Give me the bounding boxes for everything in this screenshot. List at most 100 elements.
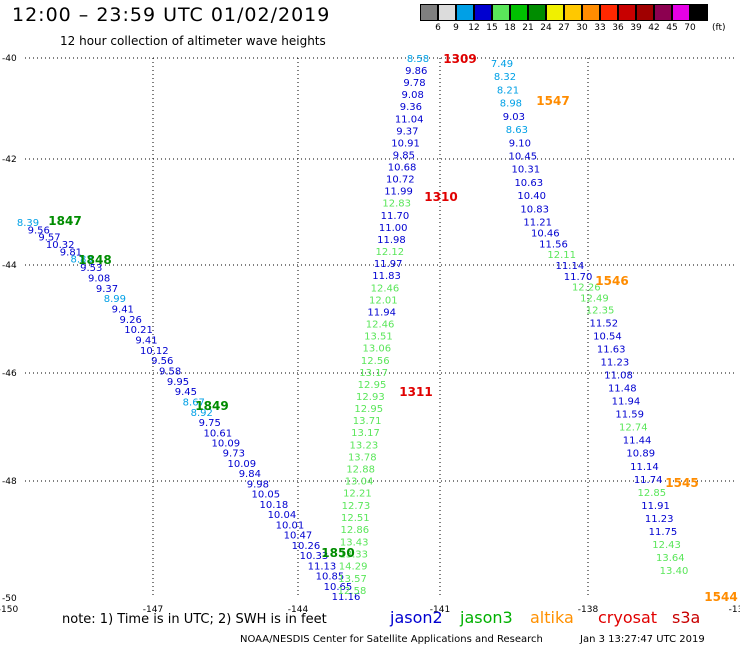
wave-height-label: 9.37 xyxy=(396,126,418,137)
wave-height-label: 11.83 xyxy=(372,271,401,282)
generation-timestamp: Jan 3 13:27:47 UTC 2019 xyxy=(580,634,705,645)
scale-swatch xyxy=(618,4,636,21)
wave-height-label: 9.95 xyxy=(167,377,189,388)
wave-height-label: 9.45 xyxy=(175,387,197,398)
wave-height-label: 13.78 xyxy=(348,452,377,463)
wave-height-label: 12.11 xyxy=(547,250,576,261)
wave-height-label: 10.61 xyxy=(203,428,232,439)
pass-time-label: 1310 xyxy=(424,190,457,204)
wave-height-label: 11.23 xyxy=(601,358,630,369)
pass-time-label: 1309 xyxy=(443,52,476,66)
wave-height-label: 9.41 xyxy=(135,336,157,347)
wave-height-label: 10.01 xyxy=(276,520,305,531)
page-subtitle: 12 hour collection of altimeter wave hei… xyxy=(60,34,326,48)
pass-time-label: 1547 xyxy=(536,94,569,108)
longitude-label: -138 xyxy=(578,605,599,615)
pass-time-label: 1545 xyxy=(665,476,698,490)
wave-height-label: 9.41 xyxy=(112,305,134,316)
wave-height-label: 10.45 xyxy=(508,151,537,162)
wave-height-label: 8.32 xyxy=(494,72,516,83)
wave-height-label: 13.06 xyxy=(363,344,392,355)
satellite-legend-jason3: jason3 xyxy=(460,608,513,627)
wave-height-label: 11.91 xyxy=(641,501,670,512)
latitude-label: -48 xyxy=(2,477,17,487)
scale-swatch xyxy=(690,4,708,21)
wave-height-label: 10.72 xyxy=(386,175,415,186)
wave-height-label: 12.01 xyxy=(369,295,398,306)
wave-height-label: 11.48 xyxy=(608,384,637,395)
wave-height-label: 11.99 xyxy=(384,187,413,198)
wave-height-label: 11.14 xyxy=(630,462,659,473)
pass-time-label: 1847 xyxy=(48,214,81,228)
wave-height-label: 11.94 xyxy=(612,397,641,408)
wave-height-label: 11.56 xyxy=(539,239,568,250)
wave-height-label: 11.70 xyxy=(564,272,593,283)
wave-height-label: 9.37 xyxy=(96,284,118,295)
wave-height-label: 11.23 xyxy=(645,514,674,525)
wave-height-label: 11.98 xyxy=(377,235,406,246)
wave-height-label: 9.10 xyxy=(509,138,531,149)
wave-height-label: 12.26 xyxy=(572,283,601,294)
latitude-label: -46 xyxy=(2,369,17,379)
wave-height-label: 8.21 xyxy=(497,85,519,96)
wave-height-label: 12.58 xyxy=(338,586,367,597)
footer-note: note: 1) Time is in UTC; 2) SWH is in fe… xyxy=(62,612,327,627)
wave-height-label: 9.73 xyxy=(223,449,245,460)
scale-label: 9 xyxy=(453,23,459,33)
wave-height-label: 12.21 xyxy=(343,489,372,500)
wave-height-label: 11.74 xyxy=(634,475,663,486)
scale-label: 36 xyxy=(612,23,624,33)
wave-height-label: 12.12 xyxy=(376,247,405,258)
wave-height-label: 9.58 xyxy=(159,367,181,378)
wave-height-label: 8.92 xyxy=(191,408,213,419)
scale-label: 33 xyxy=(594,23,606,33)
wave-height-label: 12.93 xyxy=(356,392,385,403)
scale-swatch xyxy=(672,4,690,21)
longitude-label: -144 xyxy=(288,605,309,615)
wave-height-label: 9.26 xyxy=(120,315,142,326)
wave-height-label: 8.99 xyxy=(104,294,126,305)
scale-swatch xyxy=(546,4,564,21)
wave-height-label: 10.68 xyxy=(388,163,417,174)
scale-swatch xyxy=(420,4,438,21)
scale-label: 27 xyxy=(558,23,570,33)
wave-height-label: 10.32 xyxy=(46,240,75,251)
wave-height-label: 10.21 xyxy=(124,325,153,336)
wave-height-label: 9.85 xyxy=(393,150,415,161)
wave-height-label: 12.46 xyxy=(366,320,395,331)
wave-height-label: 12.95 xyxy=(358,380,387,391)
scale-swatch xyxy=(510,4,528,21)
wave-height-label: 12.73 xyxy=(342,501,371,512)
pass-time-label: 1850 xyxy=(321,546,354,560)
wave-height-label: 13.43 xyxy=(340,537,369,548)
pass-time-label: 1849 xyxy=(195,399,228,413)
scale-label: 70 xyxy=(684,23,696,33)
wave-height-label: 11.14 xyxy=(556,261,585,272)
wave-height-label: 8.58 xyxy=(407,54,429,65)
wave-height-label: 10.46 xyxy=(531,229,560,240)
pass-time-label: 1311 xyxy=(399,385,432,399)
wave-height-label: 12.51 xyxy=(341,513,370,524)
scale-label: 6 xyxy=(435,23,441,33)
wave-height-label: 10.54 xyxy=(593,331,622,342)
scale-swatch xyxy=(582,4,600,21)
wave-height-label: 12.49 xyxy=(580,293,609,304)
latitude-label: -44 xyxy=(2,261,17,271)
wave-height-label: 10.83 xyxy=(520,204,549,215)
wave-height-label: 12.35 xyxy=(586,305,615,316)
wave-height-label: 9.56 xyxy=(151,356,173,367)
wave-height-label: 8.63 xyxy=(506,125,528,136)
wave-height-label: 10.65 xyxy=(324,582,353,593)
wave-height-label: 12.83 xyxy=(382,199,411,210)
wave-height-label: 9.81 xyxy=(60,247,82,258)
wave-height-label: 11.75 xyxy=(649,527,678,538)
wave-height-label: 10.91 xyxy=(391,138,420,149)
wave-height-label: 11.16 xyxy=(332,592,361,603)
wave-height-label: 11.44 xyxy=(623,436,652,447)
wave-height-label: 12.88 xyxy=(346,464,375,475)
wave-height-label: 10.26 xyxy=(292,541,321,552)
latitude-label: -50 xyxy=(2,594,17,604)
scale-swatch xyxy=(636,4,654,21)
wave-height-label: 10.12 xyxy=(140,346,169,357)
